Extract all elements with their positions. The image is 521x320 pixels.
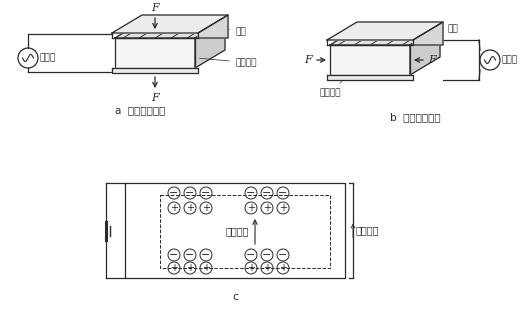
- Text: −: −: [169, 250, 179, 260]
- Text: 电流计: 电流计: [40, 53, 56, 62]
- Polygon shape: [327, 75, 413, 80]
- Text: 极板: 极板: [227, 27, 246, 36]
- Polygon shape: [330, 27, 440, 45]
- Text: +: +: [202, 263, 210, 273]
- Text: F: F: [151, 93, 159, 103]
- Polygon shape: [115, 20, 225, 38]
- Text: +: +: [279, 263, 287, 273]
- Text: −: −: [278, 188, 288, 198]
- Polygon shape: [112, 68, 198, 73]
- Text: +: +: [263, 263, 271, 273]
- Polygon shape: [327, 22, 443, 40]
- Text: F: F: [151, 3, 159, 13]
- Text: −: −: [262, 250, 271, 260]
- Text: −: −: [246, 188, 256, 198]
- Text: −: −: [201, 250, 210, 260]
- Text: +: +: [186, 263, 194, 273]
- Polygon shape: [195, 20, 225, 68]
- Text: F: F: [428, 55, 436, 65]
- Text: +: +: [263, 203, 271, 213]
- Polygon shape: [330, 45, 410, 75]
- Polygon shape: [410, 27, 440, 75]
- Polygon shape: [112, 15, 228, 33]
- Text: 电流计: 电流计: [502, 55, 518, 65]
- Text: −: −: [278, 250, 288, 260]
- Text: 压电陶瓷: 压电陶瓷: [200, 58, 256, 67]
- Text: F: F: [304, 55, 312, 65]
- Polygon shape: [413, 22, 443, 45]
- Text: a  纵向压电效应: a 纵向压电效应: [115, 105, 165, 115]
- Text: +: +: [186, 203, 194, 213]
- Text: −: −: [262, 188, 271, 198]
- Text: −: −: [201, 188, 210, 198]
- Text: +: +: [170, 203, 178, 213]
- Text: 极板: 极板: [442, 24, 459, 36]
- Text: −: −: [185, 188, 195, 198]
- Text: c: c: [232, 292, 238, 302]
- Text: +: +: [279, 203, 287, 213]
- Bar: [160, 195, 330, 268]
- Text: 压电陶瓷: 压电陶瓷: [320, 80, 343, 97]
- Polygon shape: [115, 38, 195, 68]
- Text: 极化方向: 极化方向: [225, 227, 249, 236]
- Text: +: +: [247, 203, 255, 213]
- Text: +: +: [170, 263, 178, 273]
- Polygon shape: [198, 15, 228, 38]
- Text: b  横向压电效应: b 横向压电效应: [390, 112, 441, 122]
- Text: −: −: [185, 250, 195, 260]
- Text: −: −: [246, 250, 256, 260]
- Text: +: +: [247, 263, 255, 273]
- Text: +: +: [202, 203, 210, 213]
- Text: 外加电场: 外加电场: [356, 226, 379, 236]
- Text: −: −: [169, 188, 179, 198]
